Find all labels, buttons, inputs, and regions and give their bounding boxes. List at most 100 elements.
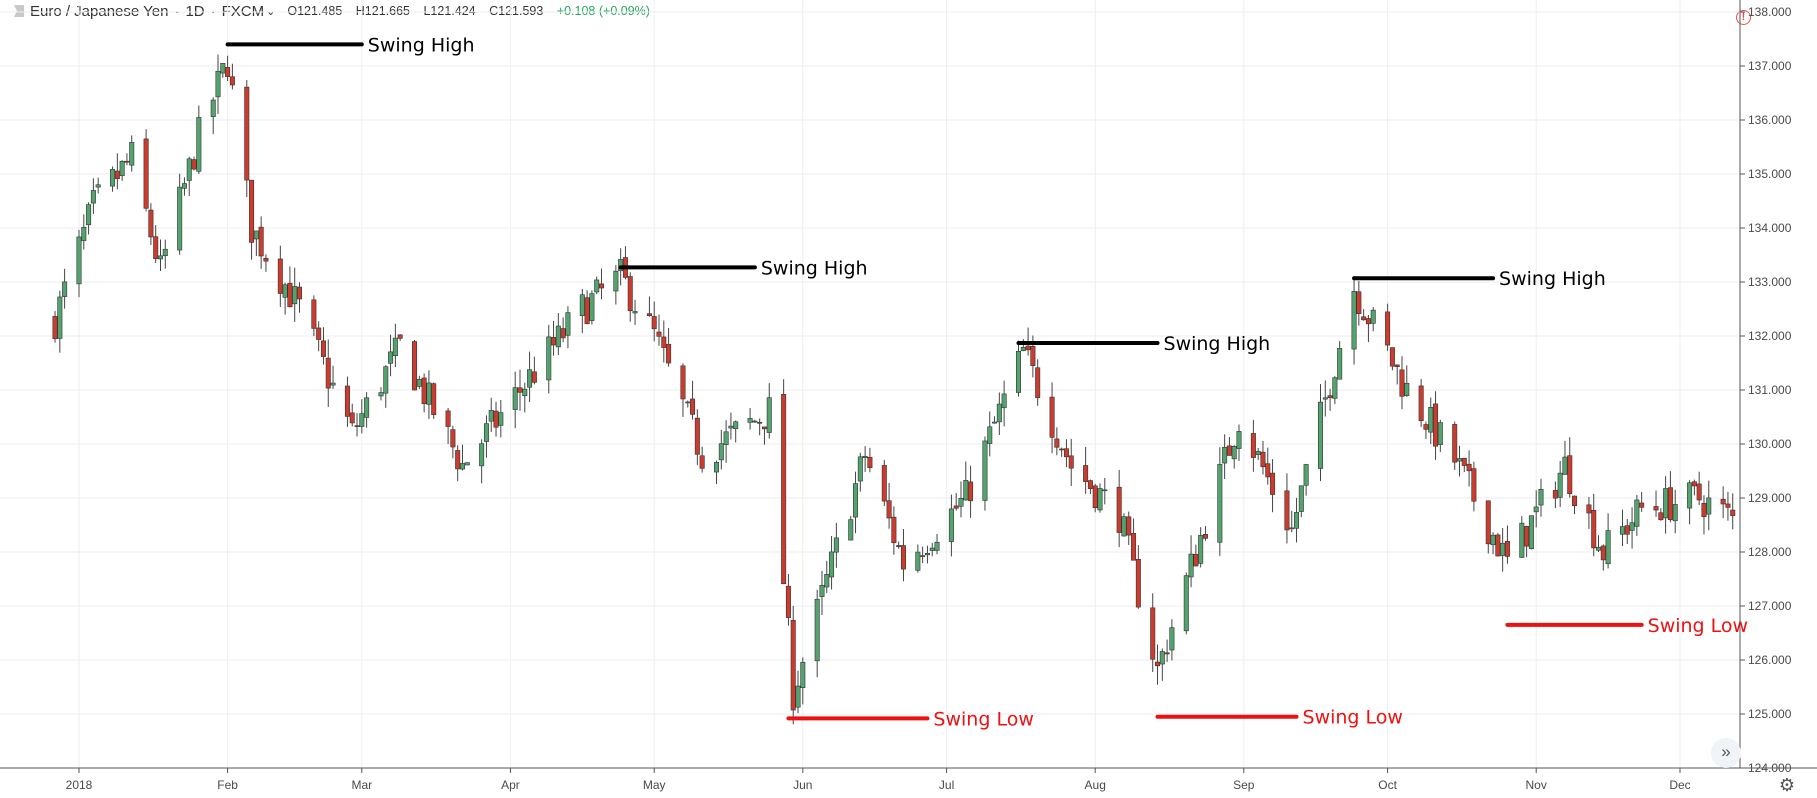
candle-body bbox=[354, 425, 360, 427]
candle-body bbox=[225, 67, 231, 77]
candle-body bbox=[210, 99, 216, 117]
candle-body bbox=[1495, 534, 1501, 557]
candle-body bbox=[1159, 651, 1165, 665]
candle-body bbox=[1519, 522, 1525, 558]
candle-body bbox=[618, 259, 624, 272]
candle-body bbox=[124, 160, 130, 163]
candle-body bbox=[781, 394, 787, 585]
x-tick-label: Apr bbox=[501, 778, 520, 792]
y-tick-label: 137.000 bbox=[1748, 59, 1792, 73]
candle-body bbox=[349, 412, 355, 424]
candle-body bbox=[162, 248, 168, 257]
chart-header: Euro / Japanese Yen · 1D · FXCM ⌄ O121.4… bbox=[0, 0, 660, 22]
candle-body bbox=[718, 443, 724, 461]
double-chevron-right-icon[interactable]: » bbox=[1711, 738, 1741, 768]
candle-body bbox=[1016, 350, 1022, 393]
candle-body bbox=[1524, 526, 1530, 547]
candle-body bbox=[1231, 445, 1237, 460]
candle-body bbox=[52, 316, 58, 339]
y-tick-label: 125.000 bbox=[1748, 707, 1792, 721]
candle-body bbox=[244, 86, 250, 181]
high-value: H121.665 bbox=[355, 4, 410, 18]
candle-body bbox=[723, 431, 729, 445]
candle-body bbox=[1720, 498, 1726, 505]
candle-body bbox=[148, 209, 154, 238]
candle-body bbox=[1198, 535, 1204, 564]
candle-body bbox=[95, 184, 101, 188]
candle-body bbox=[1663, 488, 1669, 519]
symbol-name[interactable]: Euro / Japanese Yen bbox=[30, 2, 169, 20]
candle-body bbox=[900, 545, 906, 570]
candle-body bbox=[1730, 509, 1736, 516]
candle-body bbox=[565, 312, 571, 336]
candle-body bbox=[833, 537, 839, 553]
candle-body bbox=[1135, 559, 1141, 608]
candle-body bbox=[1054, 438, 1060, 448]
swing-high-label: Swing High bbox=[368, 34, 475, 56]
candle-body bbox=[522, 388, 528, 397]
x-tick-label: Mar bbox=[351, 778, 372, 792]
interval-label[interactable]: 1D bbox=[185, 2, 205, 20]
swing-low-label: Swing Low bbox=[1648, 615, 1748, 637]
candle-body bbox=[421, 377, 427, 405]
candle-body bbox=[1596, 546, 1602, 551]
candle-body bbox=[1404, 382, 1410, 396]
candle-body bbox=[292, 286, 298, 305]
candle-body bbox=[1025, 345, 1031, 351]
candle-body bbox=[1164, 652, 1170, 655]
candle-body bbox=[948, 508, 954, 542]
candle-body bbox=[594, 279, 600, 293]
candle-body bbox=[924, 553, 930, 556]
y-tick-label: 127.000 bbox=[1748, 599, 1792, 613]
candle-body bbox=[853, 483, 859, 518]
x-tick-label: Jun bbox=[793, 778, 812, 792]
x-tick-label: Nov bbox=[1526, 778, 1547, 792]
candle-body bbox=[886, 500, 892, 519]
flag-icon[interactable] bbox=[14, 5, 24, 17]
candle-body bbox=[191, 159, 197, 170]
candle-body bbox=[378, 392, 384, 397]
candle-body bbox=[1284, 490, 1290, 531]
candle-body bbox=[1639, 502, 1645, 508]
candle-body bbox=[1150, 607, 1156, 660]
candle-body bbox=[1193, 553, 1199, 567]
gear-icon[interactable]: ⚙ bbox=[1778, 775, 1796, 795]
candle-body bbox=[157, 255, 163, 260]
x-tick-label: Dec bbox=[1669, 778, 1690, 792]
candle-body bbox=[1706, 497, 1712, 515]
candle-body bbox=[699, 455, 705, 469]
candle-body bbox=[1270, 472, 1276, 495]
candle-body bbox=[579, 294, 585, 317]
candle-body bbox=[1418, 385, 1424, 422]
candle-body bbox=[800, 661, 806, 688]
candle-body bbox=[555, 325, 561, 348]
candle-body bbox=[1087, 480, 1093, 489]
source-label[interactable]: FXCM bbox=[221, 2, 265, 20]
candle-body bbox=[483, 423, 489, 442]
candle-body bbox=[598, 283, 604, 289]
candle-body bbox=[982, 440, 988, 501]
candle-body bbox=[479, 443, 485, 467]
candle-body bbox=[1030, 345, 1036, 366]
alert-icon[interactable]: ! bbox=[1736, 10, 1751, 25]
candle-body bbox=[896, 545, 902, 547]
candle-body bbox=[517, 387, 523, 393]
candle-body bbox=[431, 383, 437, 415]
candle-body bbox=[1183, 575, 1189, 632]
candle-body bbox=[824, 573, 830, 588]
candle-body bbox=[1236, 431, 1242, 449]
candle-body bbox=[57, 296, 63, 339]
candle-body bbox=[1370, 309, 1376, 324]
candle-body bbox=[287, 282, 293, 308]
candle-body bbox=[661, 336, 667, 348]
candle-body bbox=[1260, 451, 1266, 468]
header-separator: · bbox=[174, 2, 180, 20]
x-tick-label: Aug bbox=[1085, 778, 1106, 792]
candle-body bbox=[325, 357, 331, 389]
candle-body bbox=[253, 230, 259, 240]
candle-body bbox=[1116, 486, 1122, 533]
y-tick-label: 131.000 bbox=[1748, 383, 1792, 397]
candle-body bbox=[1629, 522, 1635, 531]
candle-body bbox=[862, 456, 868, 459]
